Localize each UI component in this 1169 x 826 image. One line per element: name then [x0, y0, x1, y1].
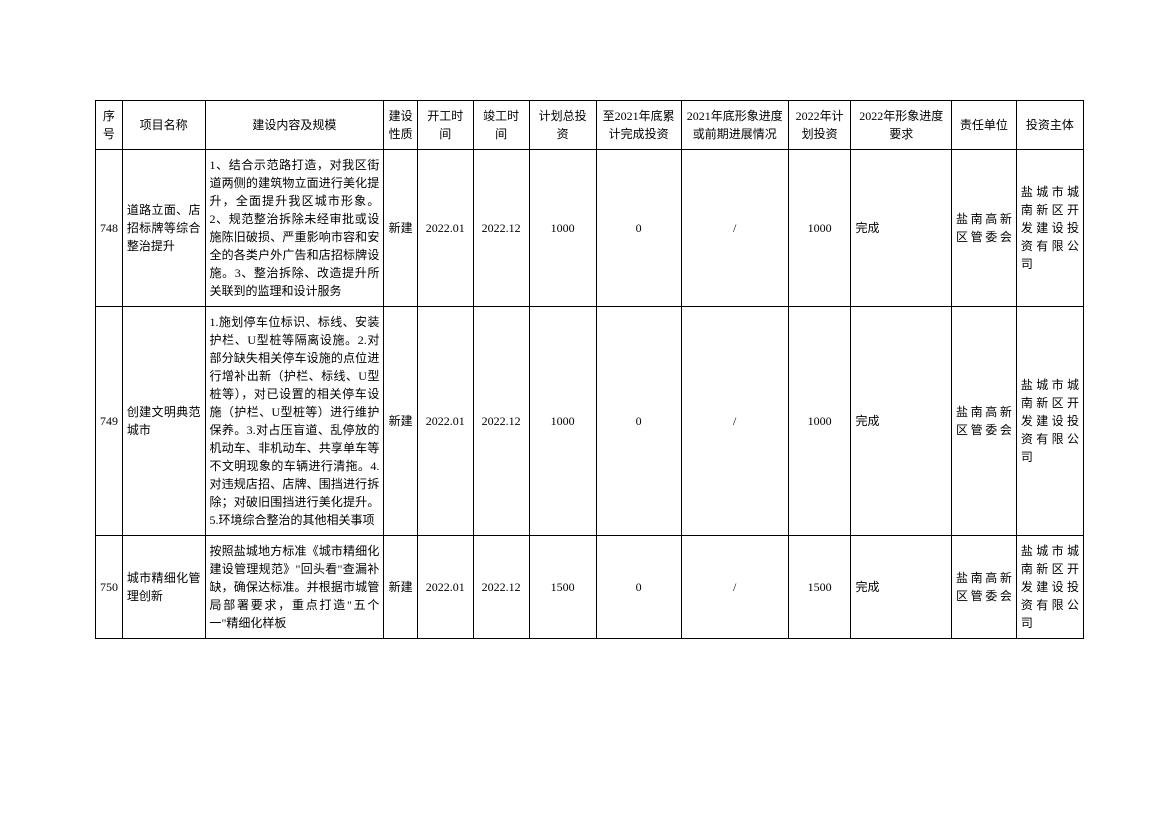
cell-progress2021: / — [681, 150, 788, 307]
header-invest: 投资主体 — [1016, 101, 1083, 150]
cell-plan2022: 1000 — [788, 307, 851, 536]
table-body: 748 道路立面、店招标牌等综合整治提升 1、结合示范路打造，对我区街道两侧的建… — [96, 150, 1084, 639]
cell-start: 2022.01 — [417, 150, 473, 307]
cell-seq: 750 — [96, 536, 123, 639]
cell-start: 2022.01 — [417, 307, 473, 536]
cell-seq: 748 — [96, 150, 123, 307]
cell-cumulative: 0 — [596, 307, 681, 536]
header-req2022: 2022年形象进度要求 — [851, 101, 952, 150]
cell-resp: 盐南高新区管委会 — [952, 307, 1017, 536]
header-start: 开工时间 — [417, 101, 473, 150]
table-row: 749 创建文明典范城市 1.施划停车位标识、标线、安装护栏、U型桩等隔离设施。… — [96, 307, 1084, 536]
cell-progress2021: / — [681, 307, 788, 536]
cell-cumulative: 0 — [596, 150, 681, 307]
header-name: 项目名称 — [122, 101, 205, 150]
table-row: 750 城市精细化管理创新 按照盐城地方标准《城市精细化建设管理规范》"回头看"… — [96, 536, 1084, 639]
header-seq: 序号 — [96, 101, 123, 150]
cell-resp: 盐南高新区管委会 — [952, 150, 1017, 307]
cell-req2022: 完成 — [851, 150, 952, 307]
cell-nature: 新建 — [384, 307, 418, 536]
cell-start: 2022.01 — [417, 536, 473, 639]
header-resp: 责任单位 — [952, 101, 1017, 150]
cell-content: 1.施划停车位标识、标线、安装护栏、U型桩等隔离设施。2.对部分缺失相关停车设施… — [205, 307, 384, 536]
cell-nature: 新建 — [384, 536, 418, 639]
cell-plan2022: 1500 — [788, 536, 851, 639]
header-content: 建设内容及规模 — [205, 101, 384, 150]
cell-end: 2022.12 — [473, 536, 529, 639]
cell-name: 道路立面、店招标牌等综合整治提升 — [122, 150, 205, 307]
cell-plan2022: 1000 — [788, 150, 851, 307]
header-row: 序号 项目名称 建设内容及规模 建设性质 开工时间 竣工时间 计划总投资 至20… — [96, 101, 1084, 150]
cell-content: 1、结合示范路打造，对我区街道两侧的建筑物立面进行美化提升，全面提升我区城市形象… — [205, 150, 384, 307]
header-nature: 建设性质 — [384, 101, 418, 150]
cell-cumulative: 0 — [596, 536, 681, 639]
project-table: 序号 项目名称 建设内容及规模 建设性质 开工时间 竣工时间 计划总投资 至20… — [95, 100, 1084, 639]
cell-end: 2022.12 — [473, 150, 529, 307]
cell-resp: 盐南高新区管委会 — [952, 536, 1017, 639]
cell-name: 创建文明典范城市 — [122, 307, 205, 536]
cell-total: 1000 — [529, 307, 596, 536]
header-total: 计划总投资 — [529, 101, 596, 150]
table-header: 序号 项目名称 建设内容及规模 建设性质 开工时间 竣工时间 计划总投资 至20… — [96, 101, 1084, 150]
cell-seq: 749 — [96, 307, 123, 536]
header-end: 竣工时间 — [473, 101, 529, 150]
cell-end: 2022.12 — [473, 307, 529, 536]
header-progress2021: 2021年底形象进度或前期进展情况 — [681, 101, 788, 150]
cell-nature: 新建 — [384, 150, 418, 307]
table-row: 748 道路立面、店招标牌等综合整治提升 1、结合示范路打造，对我区街道两侧的建… — [96, 150, 1084, 307]
cell-content: 按照盐城地方标准《城市精细化建设管理规范》"回头看"查漏补缺，确保达标准。并根据… — [205, 536, 384, 639]
cell-invest: 盐城市城南新区开发建设投资有限公司 — [1016, 536, 1083, 639]
cell-req2022: 完成 — [851, 307, 952, 536]
cell-progress2021: / — [681, 536, 788, 639]
cell-total: 1000 — [529, 150, 596, 307]
header-plan2022: 2022年计划投资 — [788, 101, 851, 150]
header-cumulative: 至2021年底累计完成投资 — [596, 101, 681, 150]
cell-name: 城市精细化管理创新 — [122, 536, 205, 639]
cell-invest: 盐城市城南新区开发建设投资有限公司 — [1016, 307, 1083, 536]
cell-total: 1500 — [529, 536, 596, 639]
cell-invest: 盐城市城南新区开发建设投资有限公司 — [1016, 150, 1083, 307]
cell-req2022: 完成 — [851, 536, 952, 639]
